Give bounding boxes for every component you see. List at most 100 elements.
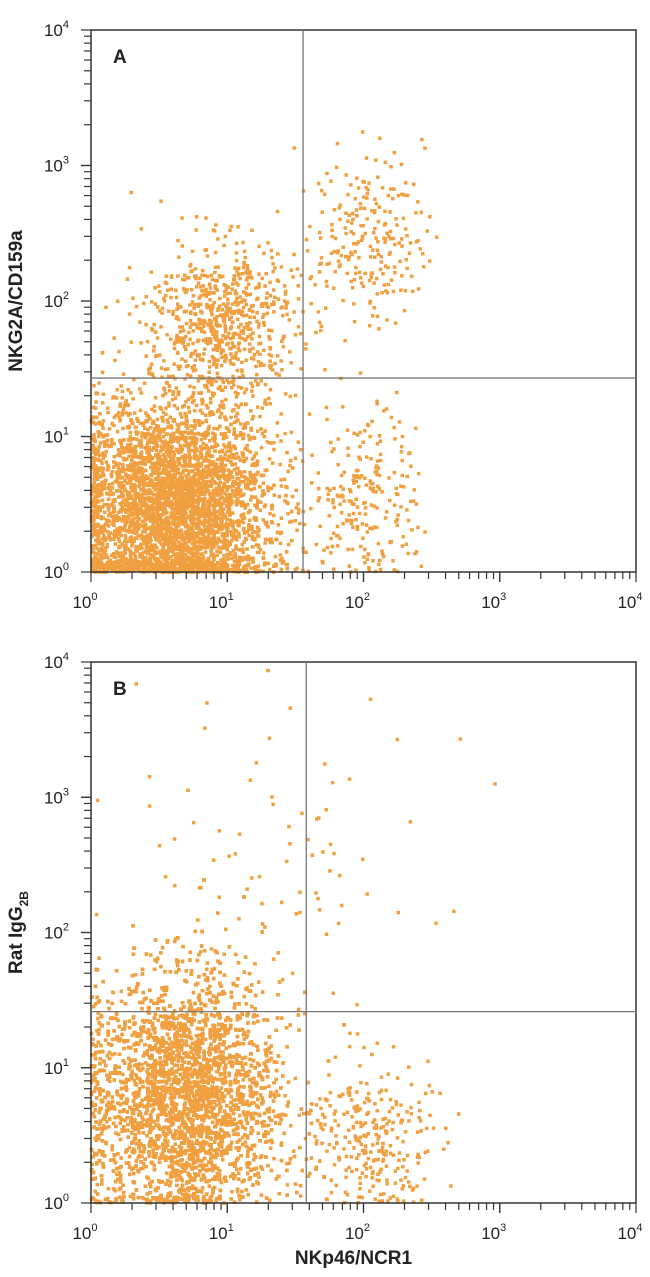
data-point xyxy=(147,497,151,501)
data-point xyxy=(175,530,180,534)
data-point xyxy=(118,402,123,406)
data-point xyxy=(206,556,211,561)
data-point xyxy=(263,503,268,507)
data-point xyxy=(165,530,170,534)
data-point xyxy=(262,434,267,439)
data-point xyxy=(232,564,236,568)
data-point xyxy=(190,503,194,507)
data-point xyxy=(182,536,186,541)
data-point xyxy=(144,525,148,529)
data-point xyxy=(91,509,96,513)
data-point xyxy=(246,510,251,515)
data-point xyxy=(235,434,239,438)
data-point xyxy=(126,476,131,480)
data-point xyxy=(113,555,117,559)
data-point xyxy=(135,515,140,520)
data-point xyxy=(189,519,194,523)
data-point xyxy=(218,424,222,429)
data-point xyxy=(141,555,146,560)
data-point xyxy=(140,524,145,528)
data-point xyxy=(140,552,144,556)
data-point xyxy=(176,392,181,397)
data-point xyxy=(147,440,151,445)
data-point xyxy=(293,568,298,572)
data-point xyxy=(270,507,274,511)
data-point xyxy=(149,499,153,503)
data-point xyxy=(189,561,193,566)
data-point xyxy=(153,427,157,431)
data-point xyxy=(243,425,247,430)
data-point xyxy=(286,512,290,516)
data-point xyxy=(144,411,148,415)
data-point xyxy=(218,550,222,555)
data-point xyxy=(139,542,143,547)
data-point xyxy=(149,564,153,568)
data-point xyxy=(124,503,128,507)
data-point xyxy=(232,489,236,494)
data-point xyxy=(297,507,301,512)
data-point xyxy=(142,421,146,425)
data-point xyxy=(250,477,255,482)
data-point xyxy=(284,562,288,567)
data-point xyxy=(94,391,98,395)
data-point xyxy=(175,524,180,529)
data-point xyxy=(183,562,187,566)
data-point xyxy=(108,536,112,541)
data-point xyxy=(155,511,159,515)
data-point xyxy=(144,507,149,512)
data-point xyxy=(225,564,230,569)
data-point xyxy=(173,396,178,400)
data-point xyxy=(246,483,250,487)
data-point xyxy=(220,532,224,536)
data-point xyxy=(157,474,161,479)
data-point xyxy=(212,554,216,559)
data-point xyxy=(296,511,301,515)
data-point xyxy=(133,492,137,497)
data-point xyxy=(198,547,203,551)
data-point xyxy=(172,540,177,545)
data-point xyxy=(216,530,220,535)
data-point xyxy=(207,450,211,454)
data-point xyxy=(180,542,184,546)
data-point xyxy=(216,536,220,541)
data-point xyxy=(94,524,99,528)
data-point xyxy=(153,506,158,511)
data-point xyxy=(96,477,100,481)
data-point xyxy=(155,546,159,550)
data-point xyxy=(251,560,255,564)
data-point xyxy=(106,463,110,468)
data-point xyxy=(171,392,175,397)
data-point xyxy=(241,568,245,572)
data-point xyxy=(228,551,233,555)
data-point xyxy=(178,443,183,448)
data-point xyxy=(294,506,299,510)
data-point xyxy=(223,385,228,389)
data-point xyxy=(167,454,172,459)
data-point xyxy=(187,480,192,484)
data-point xyxy=(173,436,177,440)
data-point xyxy=(203,480,207,484)
data-point xyxy=(120,500,124,505)
data-point xyxy=(211,461,215,466)
data-point xyxy=(198,475,203,479)
data-point xyxy=(150,554,154,559)
data-point xyxy=(192,536,196,540)
data-point xyxy=(193,544,197,548)
data-point xyxy=(177,543,182,548)
data-point xyxy=(232,468,237,472)
data-point xyxy=(172,419,177,423)
data-point xyxy=(178,471,183,476)
data-point xyxy=(139,454,144,458)
data-point xyxy=(238,479,243,484)
data-point xyxy=(193,532,197,536)
data-point xyxy=(189,481,194,485)
data-point xyxy=(187,469,191,473)
data-point xyxy=(172,467,177,472)
data-point xyxy=(158,459,163,463)
data-point xyxy=(149,491,154,496)
data-point xyxy=(132,460,136,465)
data-point xyxy=(178,505,182,510)
data-point xyxy=(200,564,205,568)
data-point xyxy=(102,451,106,455)
data-point xyxy=(127,424,132,429)
